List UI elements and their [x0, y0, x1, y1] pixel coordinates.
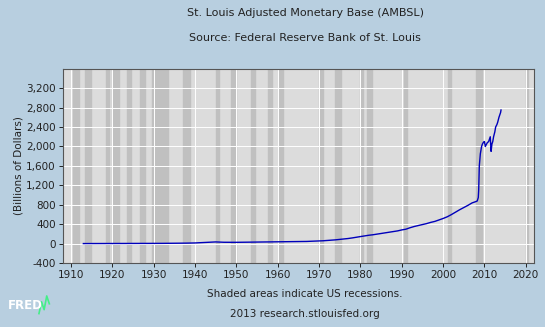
Bar — [127, 69, 131, 263]
Bar — [184, 69, 190, 263]
Bar — [367, 69, 372, 263]
Bar — [448, 69, 451, 263]
Bar — [86, 69, 91, 263]
Bar — [268, 69, 271, 263]
Bar — [335, 69, 341, 263]
Bar — [216, 69, 219, 263]
Bar — [152, 69, 168, 263]
Text: 2013 research.stlouisfed.org: 2013 research.stlouisfed.org — [231, 309, 380, 319]
Y-axis label: (Billions of Dollars): (Billions of Dollars) — [13, 116, 23, 215]
Bar — [141, 69, 144, 263]
Text: FRED: FRED — [8, 299, 43, 312]
Bar — [73, 69, 79, 263]
Bar — [319, 69, 323, 263]
Bar — [404, 69, 407, 263]
Bar — [360, 69, 364, 263]
Text: Shaded areas indicate US recessions.: Shaded areas indicate US recessions. — [208, 289, 403, 300]
Bar — [232, 69, 235, 263]
Bar — [278, 69, 283, 263]
Bar — [112, 69, 118, 263]
Text: Source: Federal Reserve Bank of St. Louis: Source: Federal Reserve Bank of St. Loui… — [189, 33, 421, 43]
Text: St. Louis Adjusted Monetary Base (AMBSL): St. Louis Adjusted Monetary Base (AMBSL) — [187, 8, 423, 18]
Bar — [476, 69, 482, 263]
Bar — [106, 69, 109, 263]
Bar — [526, 69, 528, 263]
Bar — [251, 69, 255, 263]
